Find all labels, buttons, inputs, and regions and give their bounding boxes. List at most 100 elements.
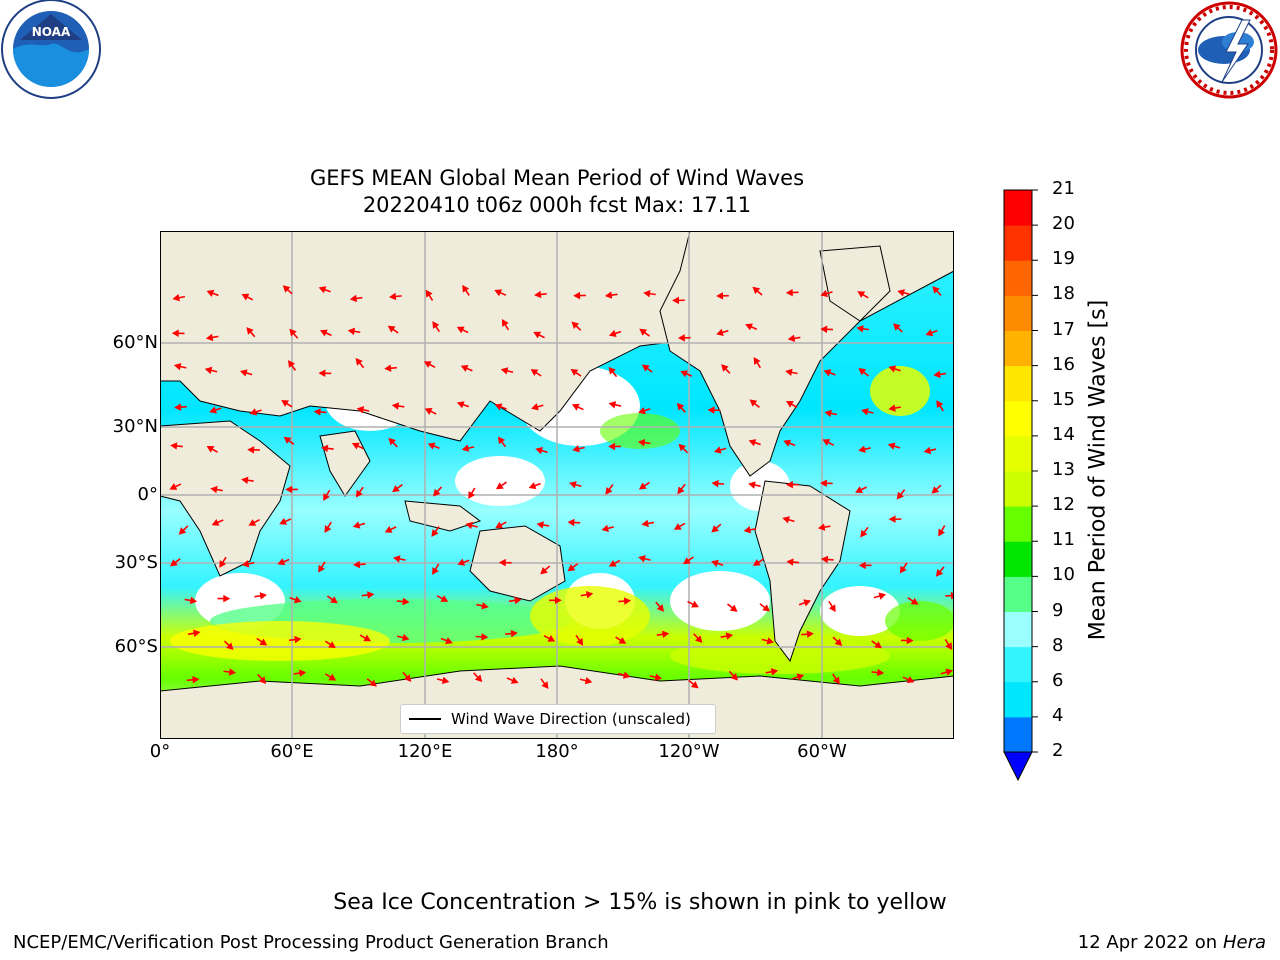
legend-line-swatch [409,718,441,720]
direction-arrow-head [721,364,729,372]
map-legend: Wind Wave Direction (unscaled) [400,704,716,734]
direction-arrow-head [401,633,410,642]
direction-arrow-head [223,594,231,603]
direction-arrow-head [677,334,685,342]
direction-arrow-head [171,329,179,338]
direction-arrow-head [711,525,719,533]
direction-arrow-head [725,632,734,640]
direction-arrow-head [423,361,432,368]
lat-label-60s: 60°S [114,636,158,657]
direction-arrow-head [680,370,689,378]
colorbar-tick-label: 10 [1052,564,1075,586]
direction-arrow-head [608,366,616,375]
direction-arrow-head [855,486,863,494]
direction-arrow-head [888,365,897,373]
direction-arrow-head [643,289,651,298]
direction-arrow-head [906,636,914,645]
direction-arrow-head [608,401,617,409]
direction-arrow-head [355,489,363,498]
direction-arrow-head [441,676,450,684]
direction-arrow-head [567,518,575,527]
colorbar-tick-label: 8 [1052,634,1064,656]
direction-arrow-head [495,482,504,490]
direction-arrow-head [785,368,793,377]
direction-arrow-head [432,321,440,329]
direction-arrow-head [906,676,915,683]
direction-arrow-head [169,483,178,490]
direction-arrow-head [945,642,953,651]
colorbar-bin [1004,330,1032,367]
direction-arrow-head [748,481,756,489]
colorbar-bin [1004,681,1032,718]
direction-arrow-head [618,637,627,644]
direction-arrow-head [241,293,250,301]
direction-arrow-head [500,367,509,375]
direction-arrow-head [604,291,613,299]
direction-arrow-head [691,600,699,608]
direction-arrow-head [820,325,828,334]
direction-arrow-head [782,516,790,524]
date-stamp: 12 Apr 2022 on Hera [1078,932,1266,953]
direction-arrow-head [281,400,290,407]
direction-arrow-head [170,442,178,450]
direction-arrow-head [748,439,757,447]
direction-arrow-head [389,292,397,301]
direction-arrow-head [352,521,361,529]
colorbar-extend-arrow [1003,751,1033,782]
direction-arrow-head [534,290,542,299]
direction-arrow-head [661,630,670,639]
direction-arrow-head [935,569,944,577]
colorbar-bin [1004,646,1032,683]
direction-arrow-head [282,285,291,293]
direction-arrow-head [298,669,307,677]
direction-arrow-head [584,676,593,685]
direction-arrow-head [248,519,257,526]
direction-arrow-head [259,638,268,646]
direction-arrow-head [749,399,758,407]
direction-arrow-head [860,529,868,538]
lat-label-30n: 30°N [112,416,158,437]
direction-arrow-head [896,491,904,500]
direction-arrow-head [803,599,811,607]
direction-arrow-head [324,525,332,533]
direction-arrow-head [514,596,522,605]
direction-arrow-head [533,331,542,339]
colorbar-tick-label: 15 [1052,388,1075,410]
direction-arrow-head [318,369,326,377]
colorbar-bin [1004,190,1032,226]
direction-arrow-head [468,491,476,499]
direction-arrow-head [219,560,227,568]
direction-arrow-head [786,480,793,489]
direction-arrow-head [528,482,537,490]
direction-arrow-head [787,334,796,342]
direction-arrow-head [277,558,286,566]
direction-arrow-head [656,604,665,612]
direction-arrow-head [824,409,832,418]
direction-arrow-head [172,294,180,302]
direction-arrow-head [427,442,436,450]
direction-arrow-head [786,558,794,566]
direction-arrow-head [945,668,954,676]
direction-arrow-head [770,668,779,676]
direction-arrow-head [676,402,685,411]
direction-arrow-head [729,604,738,612]
direction-arrow-head [211,518,220,526]
colorbar-bin [1004,576,1032,612]
direction-arrow-head [204,366,213,375]
direction-arrow-head [936,400,944,409]
lat-label-30s: 30°S [114,552,158,573]
direction-arrow-head [637,438,646,447]
colorbar-bin [1004,506,1032,542]
direction-arrow-head [888,515,896,523]
direction-arrow-head [762,604,770,612]
direction-arrow-head [510,629,518,638]
direction-arrow-head [193,629,201,637]
direction-arrow-head [858,561,866,570]
direction-arrow-head [535,447,543,455]
direction-arrow [945,594,954,597]
direction-arrow-head [601,524,609,533]
direction-arrow-head [932,286,940,294]
direction-arrow-head [481,602,489,610]
direction-arrow-head [536,521,544,529]
lon-label-60w: 60°W [797,741,847,762]
